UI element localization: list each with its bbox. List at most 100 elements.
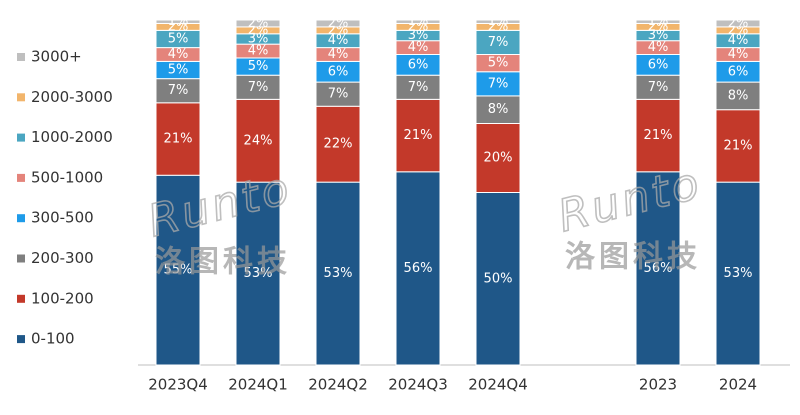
bar-segment bbox=[155, 19, 201, 24]
data-label: 4% bbox=[648, 40, 669, 55]
x-tick-label: 2024Q1 bbox=[228, 376, 288, 394]
data-label: 7% bbox=[328, 87, 349, 102]
legend-label: 300-500 bbox=[31, 209, 94, 227]
data-label: 21% bbox=[404, 128, 433, 143]
legend-swatch bbox=[17, 173, 25, 182]
data-label: 50% bbox=[484, 271, 513, 286]
bar-segment bbox=[155, 102, 201, 176]
bar-segment bbox=[395, 171, 441, 366]
legend-label: 200-300 bbox=[31, 249, 94, 267]
legend-label: 1000-2000 bbox=[31, 128, 113, 146]
data-label: 21% bbox=[644, 128, 673, 143]
data-label: 3% bbox=[648, 28, 669, 43]
bar-segment bbox=[315, 19, 361, 28]
bar-segment bbox=[635, 171, 681, 366]
data-label: 4% bbox=[408, 40, 429, 55]
data-label: 7% bbox=[248, 80, 269, 95]
data-label: 24% bbox=[244, 133, 273, 148]
data-label: 7% bbox=[168, 83, 189, 98]
data-label: 6% bbox=[408, 57, 429, 72]
data-label: 2% bbox=[248, 16, 269, 31]
data-label: 22% bbox=[324, 137, 353, 152]
bar-segment bbox=[235, 98, 281, 183]
bar-segment bbox=[235, 19, 281, 28]
data-label: 53% bbox=[324, 266, 353, 281]
bar-segment bbox=[235, 181, 281, 366]
bar-segment bbox=[155, 78, 201, 104]
data-label: 5% bbox=[168, 31, 189, 46]
data-label: 20% bbox=[484, 151, 513, 166]
bar-segment bbox=[635, 98, 681, 173]
data-label: 4% bbox=[328, 47, 349, 62]
x-tick-label: 2023Q4 bbox=[148, 376, 208, 394]
x-tick-label: 2024 bbox=[719, 376, 757, 394]
data-label: 7% bbox=[648, 80, 669, 95]
x-tick-label: 2024Q4 bbox=[468, 376, 528, 394]
data-label: 53% bbox=[244, 266, 273, 281]
data-label: 3% bbox=[408, 28, 429, 43]
legend-label: 500-1000 bbox=[31, 168, 103, 186]
bar-segment bbox=[475, 71, 521, 97]
bar-segment bbox=[475, 29, 521, 55]
data-label: 53% bbox=[724, 266, 753, 281]
data-label: 2% bbox=[328, 16, 349, 31]
data-label: 4% bbox=[168, 47, 189, 62]
data-label: 7% bbox=[408, 80, 429, 95]
data-label: 4% bbox=[248, 44, 269, 59]
data-label: 55% bbox=[164, 263, 193, 278]
watermark-brand: Runto bbox=[553, 158, 707, 243]
legend-swatch bbox=[17, 133, 25, 142]
bar-segment bbox=[475, 95, 521, 125]
data-label: 1% bbox=[168, 14, 189, 29]
legend-swatch bbox=[17, 53, 25, 61]
bar-segment bbox=[315, 181, 361, 366]
data-label: 6% bbox=[328, 64, 349, 79]
data-label: 56% bbox=[404, 261, 433, 276]
bar-segment bbox=[395, 19, 441, 24]
data-label: 5% bbox=[248, 59, 269, 74]
bar-segment bbox=[715, 109, 761, 183]
legend-swatch bbox=[17, 335, 25, 344]
legend-label: 2000-3000 bbox=[31, 88, 113, 106]
x-tick-label: 2024Q2 bbox=[308, 376, 368, 394]
legend-swatch bbox=[17, 214, 25, 223]
data-label: 4% bbox=[728, 47, 749, 62]
legend-swatch bbox=[17, 93, 25, 102]
bar-segment bbox=[395, 98, 441, 173]
data-label: 21% bbox=[164, 132, 193, 147]
bar-segment bbox=[235, 74, 281, 100]
bar-segment bbox=[715, 19, 761, 28]
data-label: 7% bbox=[488, 35, 509, 50]
watermark-name: 洛图科技 bbox=[565, 240, 701, 275]
bar-segment bbox=[635, 74, 681, 100]
bar-segment bbox=[475, 123, 521, 193]
data-label: 8% bbox=[728, 88, 749, 103]
data-label: 21% bbox=[724, 138, 753, 153]
data-label: 1% bbox=[648, 14, 669, 29]
bar-segment bbox=[715, 81, 761, 111]
data-label: 7% bbox=[488, 76, 509, 91]
legend-label: 100-200 bbox=[31, 289, 94, 307]
data-label: 5% bbox=[488, 56, 509, 71]
data-label: 1% bbox=[408, 14, 429, 29]
data-label: 6% bbox=[728, 64, 749, 79]
data-label: 8% bbox=[488, 102, 509, 117]
data-label: 6% bbox=[648, 57, 669, 72]
bar-segment bbox=[635, 19, 681, 24]
legend-swatch bbox=[17, 254, 25, 263]
data-label: 4% bbox=[328, 33, 349, 48]
x-tick-label: 2024Q3 bbox=[388, 376, 448, 394]
data-label: 4% bbox=[728, 33, 749, 48]
bar-segment bbox=[155, 174, 201, 366]
x-tick-label: 2023 bbox=[639, 376, 677, 394]
data-label: 3% bbox=[248, 31, 269, 46]
legend-label: 0-100 bbox=[31, 330, 75, 348]
data-label: 56% bbox=[644, 261, 673, 276]
data-label: 2% bbox=[728, 16, 749, 31]
bar-segment bbox=[715, 181, 761, 366]
bar-segment bbox=[475, 19, 521, 24]
legend-label: 3000+ bbox=[31, 48, 82, 66]
watermark-name: 洛图科技 bbox=[155, 245, 291, 280]
legend-swatch bbox=[17, 294, 25, 303]
